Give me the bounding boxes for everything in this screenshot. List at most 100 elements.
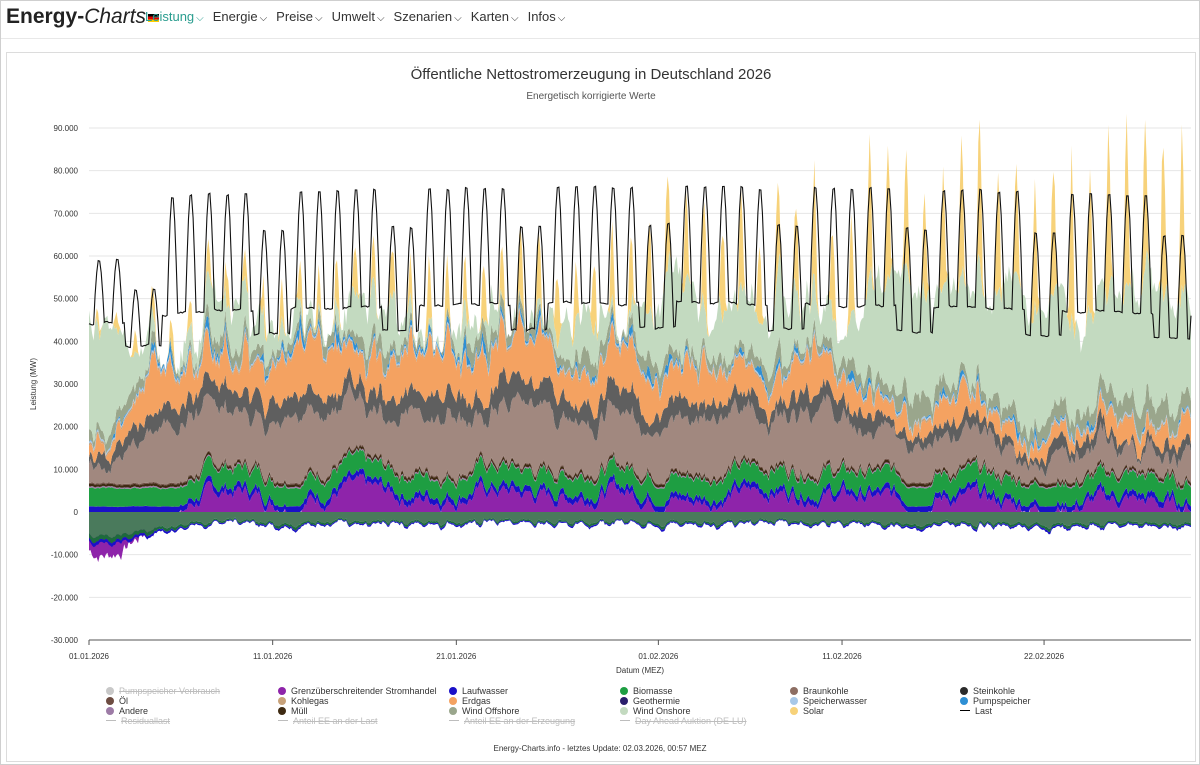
legend-label: Braunkohle: [803, 686, 849, 696]
legend-label: Biomasse: [633, 686, 673, 696]
legend-label: Pumpspeicher Verbrauch: [119, 686, 221, 696]
legend-dot-marker: [620, 697, 628, 705]
nav-item-label: Karten: [470, 9, 509, 24]
legend-item-day-ahead-auktion-de-lu-[interactable]: Day Ahead Auktion (DE-LU): [620, 716, 747, 726]
legend-dot-marker: [960, 687, 968, 695]
legend-label: Erdgas: [462, 696, 491, 706]
legend-item-speicherwasser[interactable]: Speicherwasser: [790, 696, 867, 706]
legend-dot-marker: [620, 687, 628, 695]
legend-item-braunkohle[interactable]: Braunkohle: [790, 686, 849, 696]
legend-item-geothermie[interactable]: Geothermie: [620, 696, 680, 706]
legend-dot-marker: [449, 687, 457, 695]
area-steinkohle: [89, 366, 1191, 478]
nav-item-label: Energie: [212, 9, 258, 24]
legend-label: Pumpspeicher: [973, 696, 1031, 706]
x-tick-label: 11.02.2026: [822, 652, 862, 661]
x-tick-label: 21.01.2026: [436, 652, 477, 661]
legend-item-pumpspeicher-verbrauch[interactable]: Pumpspeicher Verbrauch: [106, 686, 220, 696]
area-wind-offshore: [89, 289, 1191, 458]
legend-line-marker: [960, 710, 970, 711]
legend-label: Day Ahead Auktion (DE-LU): [635, 716, 747, 726]
nav-item-preise[interactable]: Preise ⌵: [276, 9, 322, 24]
legend-item-öl[interactable]: Öl: [106, 696, 128, 706]
legend-label: Wind Onshore: [633, 706, 691, 716]
nav-item-leistung[interactable]: Leistung ⌵: [145, 9, 204, 24]
legend-label: Last: [975, 706, 993, 716]
legend-item-laufwasser[interactable]: Laufwasser: [449, 686, 508, 696]
area-biomasse: [89, 448, 1191, 507]
stacked-areas: [89, 113, 1191, 563]
y-tick-label: -30.000: [51, 636, 79, 645]
legend-item-erdgas[interactable]: Erdgas: [449, 696, 491, 706]
legend-item-solar[interactable]: Solar: [790, 706, 824, 716]
legend-dot-marker: [960, 697, 968, 705]
legend-dot-marker: [278, 687, 286, 695]
legend-label: Residuallast: [121, 716, 171, 726]
chevron-down-icon: ⌵: [259, 13, 268, 24]
legend-line-marker: [278, 720, 288, 721]
nav-item-umwelt[interactable]: Umwelt ⌵: [332, 9, 385, 24]
y-tick-label: 20.000: [54, 423, 79, 432]
y-tick-label: 90.000: [54, 124, 79, 133]
legend-dot-marker: [620, 707, 628, 715]
legend-item-residuallast[interactable]: Residuallast: [106, 716, 170, 726]
legend-dot-marker: [790, 697, 798, 705]
legend-item-biomasse[interactable]: Biomasse: [620, 686, 673, 696]
legend-label: Speicherwasser: [803, 696, 868, 706]
x-tick-label: 01.02.2026: [638, 652, 679, 661]
legend-item-grenzüberschreitender-stromhandel[interactable]: Grenzüberschreitender Stromhandel: [278, 686, 437, 696]
nav-item-label: Umwelt: [331, 9, 375, 24]
area-braunkohle: [89, 381, 1191, 485]
area-müll: [89, 445, 1191, 489]
legend-label: Anteil EE an der Last: [293, 716, 378, 726]
load-line: [88, 185, 1192, 349]
legend-item-pumpspeicher[interactable]: Pumpspeicher: [960, 696, 1031, 706]
nav-item-label: Szenarien: [393, 9, 453, 24]
legend-item-andere[interactable]: Andere: [106, 706, 148, 716]
legend-label: Öl: [119, 696, 128, 706]
x-tick-label: 01.01.2026: [69, 652, 110, 661]
chevron-down-icon: ⌵: [454, 13, 462, 24]
nav-item-infos[interactable]: Infos ⌵: [528, 9, 566, 24]
nav-item-label: Leistung: [145, 9, 195, 24]
legend-item-steinkohle[interactable]: Steinkohle: [960, 686, 1015, 696]
legend-dot-marker: [449, 707, 457, 715]
legend-label: Steinkohle: [973, 686, 1016, 696]
y-axis-ticks: -30.000 -20.000 -10.000 0 10.000 20.000 30.000…: [51, 124, 79, 645]
nav-item-szenarien[interactable]: Szenarien ⌵: [394, 9, 462, 24]
area-wind-onshore: [89, 249, 1191, 445]
nav-item-karten[interactable]: Karten ⌵: [471, 9, 519, 24]
export-band-biomass: [89, 512, 1191, 539]
legend-label: Grenzüberschreitender Stromhandel: [291, 686, 437, 696]
legend-label: Müll: [291, 706, 308, 716]
legend-item-wind-onshore[interactable]: Wind Onshore: [620, 706, 691, 716]
x-axis-ticks: 01.01.2026 11.01.2026 21.01.2026 01.02.2026…: [69, 640, 1065, 661]
legend-label: Geothermie: [633, 696, 681, 706]
chart-title: Öffentliche Nettostromerzeugung in Deuts…: [411, 65, 772, 83]
legend-dot-marker: [449, 697, 457, 705]
legend-item-kohlegas[interactable]: Kohlegas: [278, 696, 329, 706]
legend-label: Solar: [803, 706, 825, 716]
area-grenzüberschreitender-stromhandel: [89, 473, 1191, 563]
legend-line-marker: [620, 720, 630, 721]
legend-item-last[interactable]: Last: [960, 706, 992, 716]
y-tick-label: 50.000: [54, 295, 79, 304]
area-erdgas: [89, 308, 1191, 467]
legend-item-anteil-ee-an-der-last[interactable]: Anteil EE an der Last: [278, 716, 378, 726]
chart-subtitle: Energetisch korrigierte Werte: [526, 91, 656, 102]
legend-item-anteil-ee-an-der-erzeugung[interactable]: Anteil EE an der Erzeugung: [449, 716, 575, 726]
legend-dot-marker: [106, 697, 114, 705]
y-axis-label: Leistung (MW): [29, 358, 38, 410]
brand-logo[interactable]: Energy-Charts: [6, 5, 160, 29]
load-series: [88, 185, 1192, 349]
german-flag-icon: [148, 14, 160, 22]
legend-item-müll[interactable]: Müll: [278, 706, 308, 716]
nav-item-energie[interactable]: Energie ⌵: [213, 9, 267, 24]
chevron-down-icon: ⌵: [557, 13, 566, 24]
legend-line-marker: [449, 720, 459, 721]
y-tick-label: 10.000: [54, 465, 79, 474]
legend-item-wind-offshore[interactable]: Wind Offshore: [449, 706, 519, 716]
legend-dot-marker: [790, 687, 798, 695]
brand-main-text: Energy-: [6, 5, 85, 28]
